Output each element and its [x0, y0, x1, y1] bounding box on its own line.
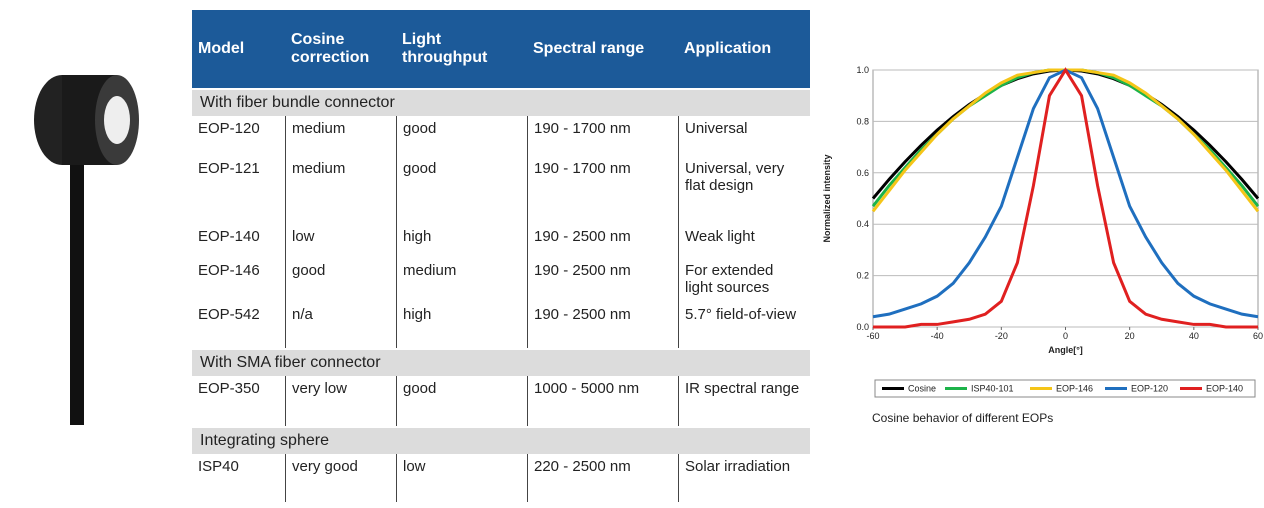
table-cell: IR spectral range — [678, 376, 810, 426]
y-tick-label: 0.6 — [856, 168, 869, 178]
chart-caption: Cosine behavior of different EOPs — [872, 411, 1053, 425]
table-cell: EOP-350 — [198, 380, 260, 397]
y-tick-label: 0.8 — [856, 116, 869, 126]
y-axis-label: Normalized intensity — [822, 154, 832, 242]
table-cell: 190 - 1700 nm — [527, 116, 678, 156]
table-cell: 190 - 2500 nm — [527, 302, 678, 348]
table-cell: EOP-120 — [198, 120, 260, 137]
header-cell: Cosine correction — [291, 31, 370, 66]
legend-label: Cosine — [908, 384, 936, 394]
table-cell: high — [396, 302, 527, 348]
legend-label: EOP-146 — [1056, 384, 1093, 394]
table-cell: EOP-146 — [198, 262, 260, 279]
table-cell: high — [396, 224, 527, 258]
table-cell: Universal — [678, 116, 810, 156]
chart: 0.0 0.2 0.4 0.6 0.8 1.0 -60 -40 -20 0 20 40 60 Angle[… — [822, 65, 1263, 425]
x-tick-label: -60 — [866, 331, 879, 341]
table-cell: EOP-121 — [198, 160, 260, 177]
table-cell: 220 - 2500 nm — [527, 454, 678, 502]
table: Model Cosine correction Light throughput Sp… — [192, 10, 810, 502]
table-cell: Weak light — [678, 224, 810, 258]
legend-box — [874, 379, 1256, 398]
product-image — [34, 75, 139, 425]
x-tick-label: 40 — [1189, 331, 1199, 341]
x-tick-label: 20 — [1125, 331, 1135, 341]
legend-label: ISP40-101 — [971, 384, 1014, 394]
table-row: EOP-120 medium good 190 - 1700 nm Universal — [192, 116, 810, 156]
table-cell: 1000 - 5000 nm — [527, 376, 678, 426]
table-cell: medium — [285, 116, 396, 156]
table-row: ISP40 very good low 220 - 2500 nm Solar irra… — [192, 454, 810, 502]
table-cell: low — [285, 224, 396, 258]
y-tick-label: 1.0 — [856, 65, 869, 75]
table-row: EOP-146 good medium 190 - 2500 nm For extend… — [192, 258, 810, 302]
header-cell: Light throughput — [402, 31, 488, 66]
table-cell: good — [396, 156, 527, 224]
y-tick-label: 0.4 — [856, 219, 869, 229]
table-cell: EOP-542 — [198, 306, 260, 323]
x-axis-label: Angle[°] — [1048, 345, 1083, 355]
legend-label: EOP-140 — [1206, 384, 1243, 394]
table-row: EOP-140 low high 190 - 2500 nm Weak light — [192, 224, 810, 258]
group-row: Integrating sphere — [192, 426, 810, 454]
group-row: With fiber bundle connector — [192, 88, 810, 116]
table-cell: medium — [396, 258, 527, 302]
x-tick-label: 60 — [1253, 331, 1263, 341]
table-cell: 190 - 2500 nm — [527, 224, 678, 258]
table-cell: good — [396, 376, 527, 426]
table-cell: very good — [285, 454, 396, 502]
table-row: EOP-121 medium good 190 - 1700 nm Universal,… — [192, 156, 810, 224]
table-cell: low — [396, 454, 527, 502]
table-cell: n/a — [285, 302, 396, 348]
table-cell: Universal, very flat design — [678, 156, 810, 224]
series-line — [872, 68, 1259, 319]
table-cell: very low — [285, 376, 396, 426]
table-cell: EOP-140 — [198, 228, 260, 245]
table-cell: good — [285, 258, 396, 302]
y-tick-label: 0.0 — [856, 322, 869, 332]
header-row: Model Cosine correction Light throughput Sp… — [192, 10, 810, 88]
header-cell: Model — [198, 40, 245, 57]
legend-label: EOP-120 — [1131, 384, 1168, 394]
table-cell: 5.7° field-of-view — [678, 302, 810, 348]
table-row: EOP-542 n/a high 190 - 2500 nm 5.7° field-of… — [192, 302, 810, 348]
plot-area — [872, 69, 1259, 328]
table-cell: medium — [285, 156, 396, 224]
table-cell: 190 - 1700 nm — [527, 156, 678, 224]
series-line — [871, 68, 1260, 200]
series-line — [871, 68, 1260, 213]
group-row: With SMA fiber connector — [192, 348, 810, 376]
table-cell: For extended light sources — [678, 258, 810, 302]
table-row: EOP-350 very low good 1000 - 5000 nm IR spec… — [192, 376, 810, 426]
header-cell: Application — [684, 40, 772, 57]
series-line — [873, 67, 1258, 329]
table-cell: good — [396, 116, 527, 156]
table-cell: ISP40 — [198, 458, 239, 475]
x-tick-label: 0 — [1063, 331, 1068, 341]
x-tick-label: -40 — [931, 331, 944, 341]
table-cell: 190 - 2500 nm — [527, 258, 678, 302]
header-cell: Spectral range — [533, 40, 645, 57]
x-tick-label: -20 — [995, 331, 1008, 341]
table-cell: Solar irradiation — [678, 454, 810, 502]
y-tick-label: 0.2 — [856, 271, 869, 281]
